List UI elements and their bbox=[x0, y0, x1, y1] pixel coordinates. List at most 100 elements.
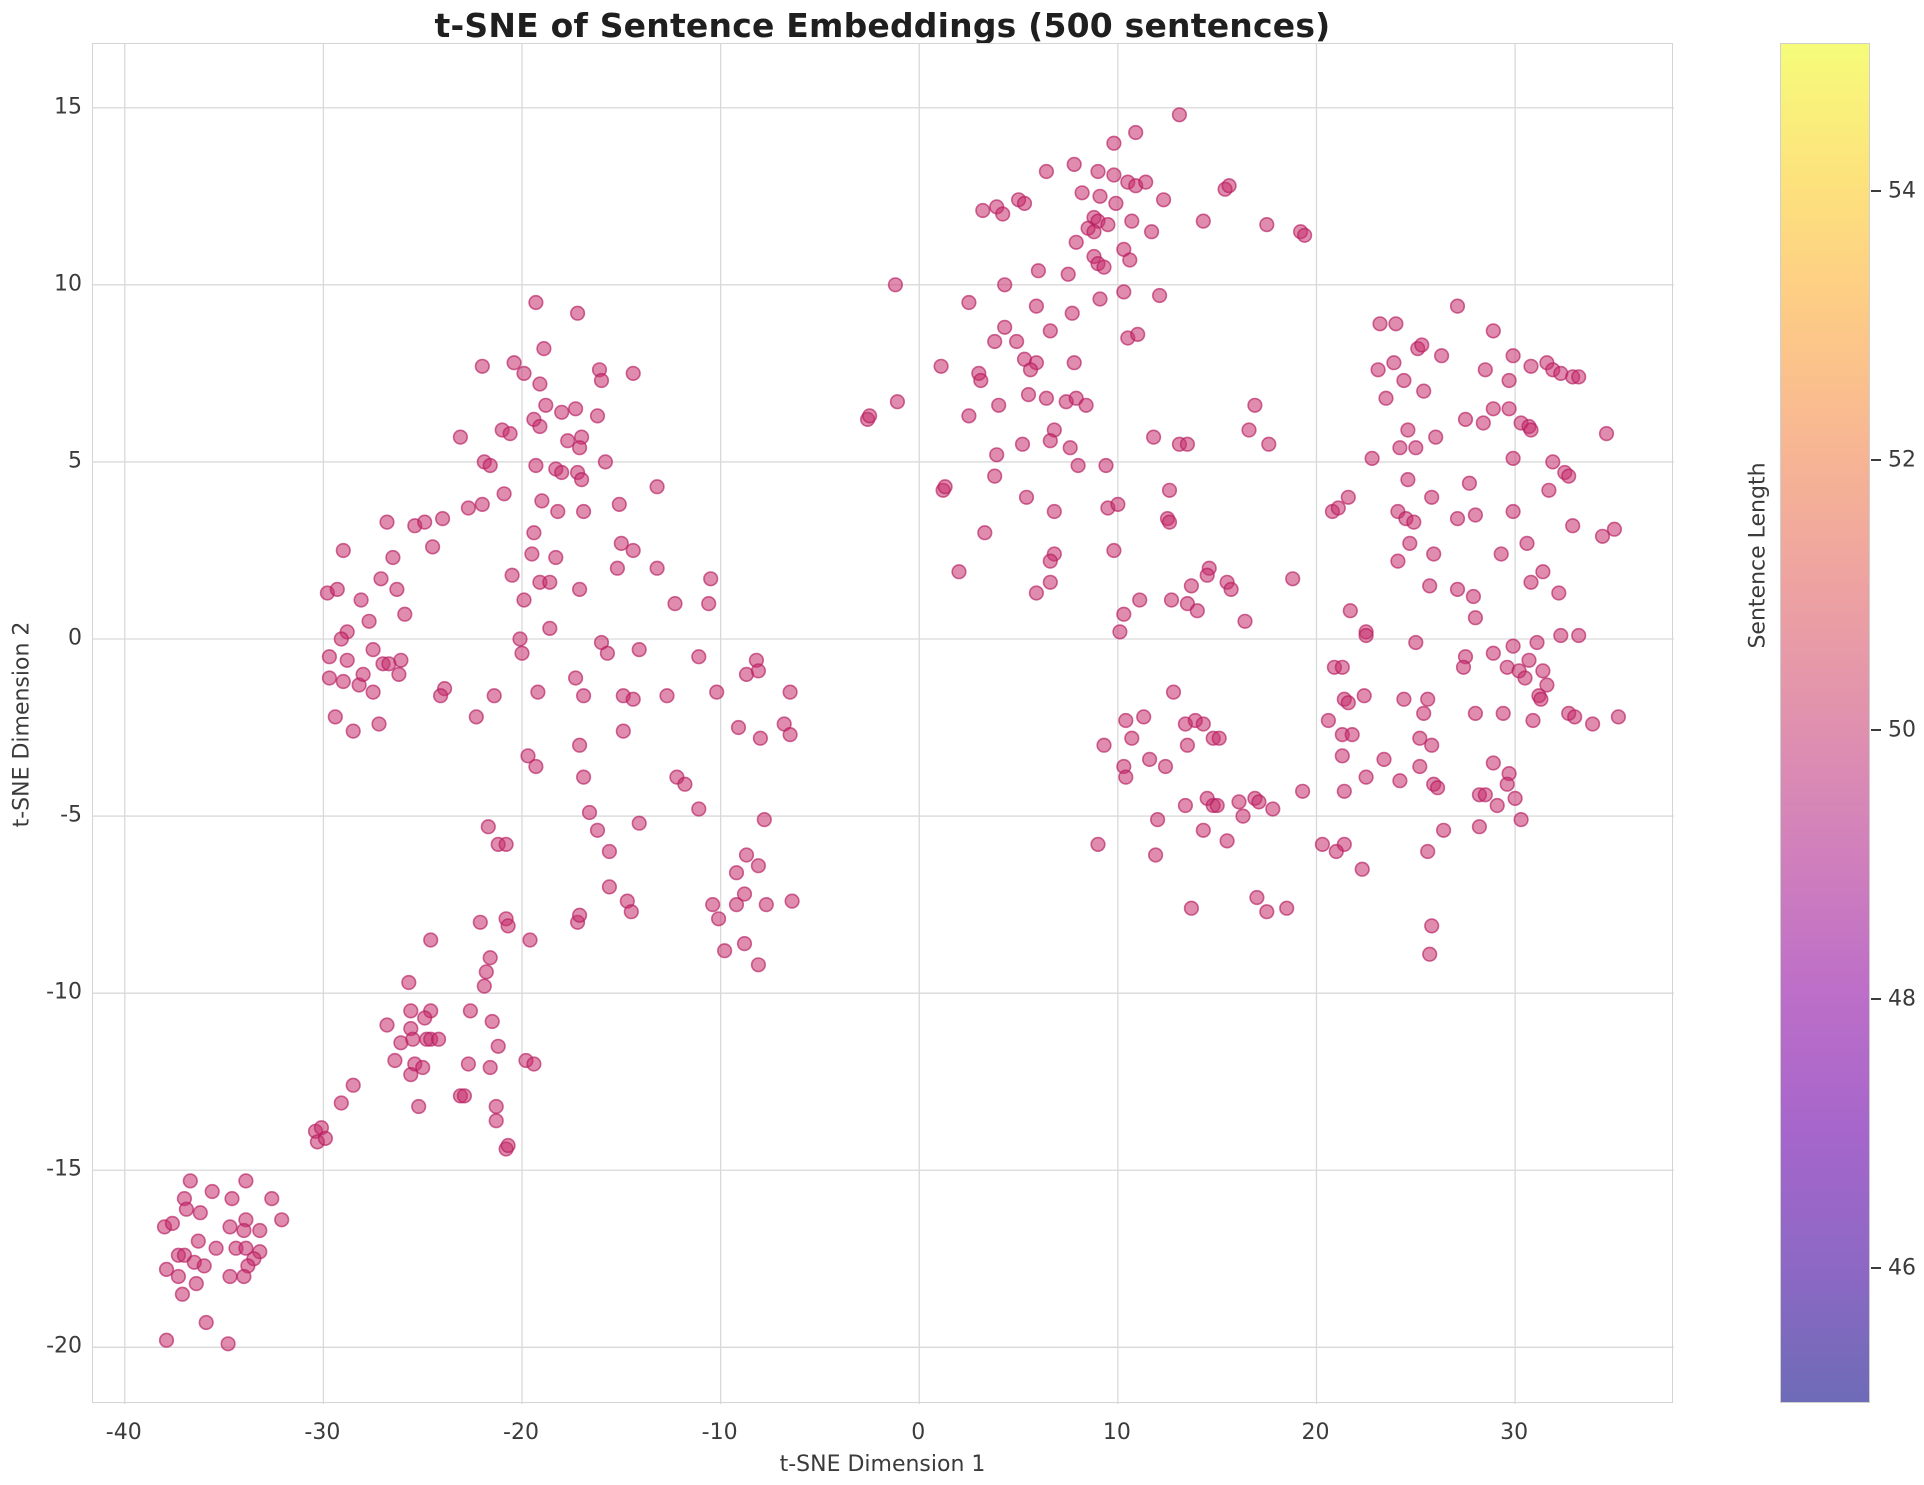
data-point bbox=[1086, 224, 1102, 240]
data-point bbox=[1195, 213, 1211, 229]
data-point bbox=[1505, 450, 1521, 467]
data-point bbox=[490, 1038, 506, 1054]
data-point bbox=[961, 294, 977, 311]
data-point bbox=[538, 397, 554, 413]
data-point bbox=[1370, 362, 1386, 378]
data-point bbox=[158, 1261, 175, 1277]
data-point bbox=[530, 684, 546, 700]
data-point bbox=[1485, 755, 1501, 771]
data-point bbox=[1334, 748, 1350, 764]
data-point bbox=[1118, 769, 1134, 785]
data-point bbox=[1165, 684, 1182, 700]
data-point bbox=[977, 525, 993, 541]
data-point bbox=[987, 333, 1003, 350]
data-point bbox=[649, 560, 665, 576]
data-point bbox=[1422, 578, 1438, 594]
data-point bbox=[1426, 546, 1442, 562]
data-point bbox=[478, 964, 494, 980]
data-point bbox=[1066, 355, 1082, 371]
data-point bbox=[1523, 358, 1539, 374]
data-point bbox=[1519, 535, 1535, 552]
data-point bbox=[631, 815, 647, 831]
data-point bbox=[1189, 603, 1205, 619]
data-point bbox=[728, 865, 745, 881]
data-point bbox=[405, 1031, 421, 1047]
data-point bbox=[1567, 709, 1583, 725]
data-point bbox=[220, 1336, 236, 1352]
data-point bbox=[252, 1222, 268, 1239]
data-point bbox=[411, 1098, 427, 1115]
data-point bbox=[703, 571, 719, 587]
data-point bbox=[1320, 712, 1336, 729]
data-point bbox=[1493, 546, 1509, 562]
data-point bbox=[190, 1233, 206, 1249]
data-point bbox=[170, 1268, 186, 1285]
data-point bbox=[1424, 489, 1440, 505]
data-point bbox=[1467, 507, 1483, 523]
data-point bbox=[1124, 730, 1140, 746]
data-point bbox=[1392, 773, 1408, 789]
y-tick-label: 5 bbox=[68, 448, 82, 474]
data-point bbox=[488, 1113, 504, 1129]
data-point bbox=[1535, 663, 1551, 679]
x-tick-label: -20 bbox=[503, 1420, 539, 1445]
data-point bbox=[208, 1240, 224, 1256]
data-point bbox=[589, 822, 606, 838]
data-point bbox=[1340, 695, 1356, 711]
data-point bbox=[667, 595, 683, 612]
data-point bbox=[373, 571, 389, 587]
data-point bbox=[460, 500, 477, 516]
data-point bbox=[973, 372, 989, 389]
data-point bbox=[238, 1173, 254, 1189]
data-point bbox=[1571, 369, 1587, 385]
data-point bbox=[1279, 900, 1295, 916]
data-point bbox=[1406, 514, 1422, 530]
data-point bbox=[1545, 454, 1561, 470]
x-tick-label: -30 bbox=[304, 1420, 341, 1445]
data-point bbox=[1424, 737, 1440, 753]
data-point bbox=[625, 691, 641, 707]
data-point bbox=[1008, 333, 1025, 350]
data-point bbox=[333, 1095, 349, 1111]
data-point bbox=[1594, 528, 1611, 544]
data-point bbox=[397, 606, 413, 622]
data-point bbox=[572, 737, 588, 753]
scatter-canvas bbox=[93, 44, 1674, 1404]
data-point bbox=[1467, 610, 1483, 626]
x-tick-label: 0 bbox=[911, 1420, 926, 1445]
data-point bbox=[1042, 433, 1058, 449]
data-point bbox=[1078, 397, 1094, 413]
data-point bbox=[736, 886, 753, 902]
data-point bbox=[452, 429, 469, 445]
data-point bbox=[198, 1314, 214, 1331]
data-point bbox=[329, 581, 345, 598]
data-point bbox=[1259, 904, 1275, 920]
y-tick-label: 10 bbox=[54, 271, 82, 297]
data-point bbox=[572, 440, 588, 456]
data-point bbox=[1116, 606, 1132, 622]
data-point bbox=[1179, 737, 1195, 753]
data-point bbox=[474, 496, 490, 513]
colorbar-tick-mark bbox=[1871, 459, 1881, 462]
data-point bbox=[520, 748, 536, 764]
data-point bbox=[365, 684, 381, 700]
data-point bbox=[1090, 836, 1106, 853]
data-point bbox=[758, 896, 774, 913]
data-point bbox=[502, 426, 518, 442]
data-point bbox=[1092, 291, 1108, 307]
data-point bbox=[961, 408, 977, 424]
data-point bbox=[738, 847, 755, 863]
x-tick-label: 20 bbox=[1301, 1420, 1330, 1445]
data-point bbox=[691, 649, 707, 665]
data-point bbox=[601, 879, 618, 895]
data-point bbox=[782, 684, 798, 700]
data-point bbox=[1199, 567, 1215, 583]
data-point bbox=[1392, 440, 1408, 456]
data-point bbox=[1457, 411, 1474, 428]
data-point bbox=[178, 1201, 194, 1217]
data-point bbox=[379, 514, 395, 530]
data-point bbox=[504, 567, 520, 583]
data-point bbox=[1513, 811, 1529, 828]
data-point bbox=[1237, 613, 1253, 629]
data-point bbox=[1110, 496, 1126, 513]
